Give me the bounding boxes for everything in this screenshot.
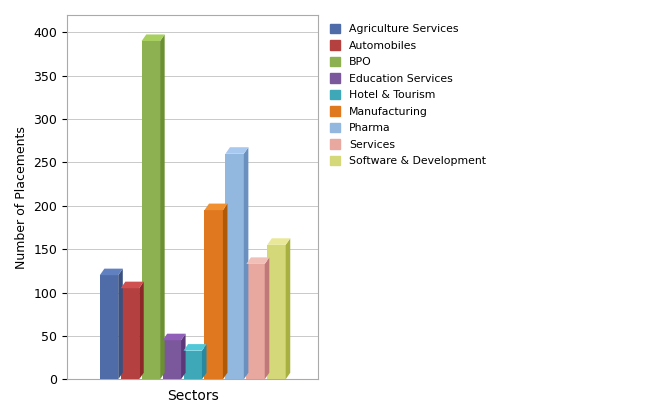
- Bar: [205, 210, 223, 379]
- Bar: [100, 275, 118, 379]
- Polygon shape: [265, 257, 269, 379]
- Y-axis label: Number of Placements: Number of Placements: [15, 126, 28, 269]
- Polygon shape: [223, 204, 227, 379]
- Polygon shape: [246, 257, 269, 264]
- Polygon shape: [183, 344, 207, 351]
- Bar: [246, 264, 265, 379]
- Polygon shape: [100, 269, 123, 275]
- Bar: [225, 154, 244, 379]
- Polygon shape: [205, 204, 227, 210]
- Bar: [183, 351, 202, 379]
- Bar: [267, 245, 285, 379]
- Polygon shape: [202, 344, 207, 379]
- Polygon shape: [118, 269, 123, 379]
- Bar: [141, 41, 160, 379]
- Legend: Agriculture Services, Automobiles, BPO, Education Services, Hotel & Tourism, Man: Agriculture Services, Automobiles, BPO, …: [326, 20, 490, 170]
- Bar: [121, 288, 139, 379]
- Polygon shape: [225, 147, 248, 154]
- Polygon shape: [267, 238, 290, 245]
- Polygon shape: [181, 334, 185, 379]
- Polygon shape: [244, 147, 248, 379]
- Bar: [163, 340, 181, 379]
- Polygon shape: [141, 34, 165, 41]
- Polygon shape: [285, 238, 290, 379]
- Polygon shape: [139, 282, 143, 379]
- Polygon shape: [160, 34, 165, 379]
- Polygon shape: [163, 334, 185, 340]
- Polygon shape: [121, 282, 143, 288]
